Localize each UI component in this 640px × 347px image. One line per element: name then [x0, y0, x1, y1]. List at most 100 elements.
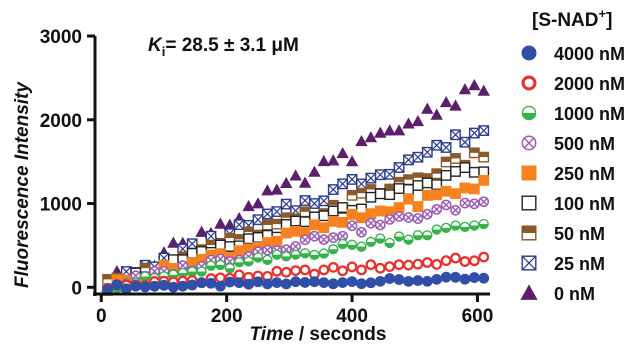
data-point: [393, 259, 405, 271]
data-point: [252, 214, 264, 226]
data-point: [215, 259, 226, 271]
x-axis-title-rest: / seconds: [294, 324, 387, 345]
data-point: [468, 272, 480, 283]
data-point: [440, 199, 452, 211]
data-point: [440, 222, 452, 234]
data-point: [356, 187, 367, 199]
data-point: [449, 99, 462, 111]
x-tick-label: 0: [96, 306, 107, 327]
legend-marker: [521, 45, 537, 61]
y-tick-label: 2000: [40, 111, 82, 132]
data-point: [318, 222, 330, 234]
data-point: [139, 281, 151, 293]
legend-item: 100 nM: [521, 194, 615, 214]
data-point: [242, 199, 255, 212]
data-point: [187, 266, 198, 277]
ki-symbol: K: [148, 35, 163, 56]
data-point: [421, 177, 433, 189]
y-ticks: 0 1000 2000 3000: [40, 27, 95, 299]
data-point: [252, 232, 264, 243]
legend-marker: [521, 105, 537, 121]
data-point: [468, 127, 480, 139]
data-point: [403, 193, 414, 205]
data-point: [299, 277, 311, 288]
data-point: [374, 219, 386, 231]
data-point: [309, 276, 320, 288]
legend-marker: [521, 135, 537, 151]
data-point: [299, 206, 311, 218]
data-point: [308, 165, 321, 177]
data-point: [224, 263, 235, 274]
data-point: [290, 215, 302, 227]
data-point: [384, 273, 396, 284]
data-point: [327, 205, 339, 217]
data-point: [450, 188, 461, 200]
data-point: [262, 254, 273, 266]
data-point: [365, 208, 377, 220]
data-point: [318, 234, 330, 245]
data-point: [337, 277, 349, 289]
data-point: [356, 278, 367, 290]
data-point: [431, 168, 443, 180]
data-point: [280, 198, 292, 210]
data-point: [346, 209, 358, 220]
legend-label: 25 nM: [554, 254, 605, 274]
legend-label: 2000 nM: [554, 74, 625, 94]
data-point: [440, 169, 452, 181]
data-point: [468, 198, 480, 210]
data-point: [251, 197, 265, 209]
data-point: [327, 261, 339, 273]
data-point: [280, 227, 292, 239]
legend-label: 1000 nM: [554, 104, 625, 124]
data-point: [327, 184, 339, 195]
data-point: [440, 271, 452, 283]
data-point: [318, 277, 330, 289]
data-point: [224, 276, 236, 288]
legend-item: 0 nM: [520, 284, 595, 304]
data-point: [346, 220, 358, 232]
data-point: [233, 277, 245, 289]
data-point: [337, 216, 349, 228]
data-point: [120, 283, 132, 295]
data-point: [412, 201, 424, 212]
data-point: [393, 202, 405, 213]
data-point: [234, 257, 245, 268]
data-point: [346, 189, 358, 201]
legend-label: 250 nM: [554, 164, 615, 184]
data-point: [411, 114, 425, 127]
data-point: [346, 276, 358, 288]
data-point: [403, 259, 414, 271]
data-point: [431, 139, 443, 151]
data-point: [478, 151, 490, 163]
data-point: [299, 264, 311, 276]
data-point: [356, 203, 367, 215]
data-point: [459, 197, 471, 209]
ki-subscript: i: [162, 44, 166, 59]
data-point: [393, 162, 405, 173]
data-point: [478, 251, 490, 263]
data-point: [309, 230, 320, 242]
data-point: [337, 238, 348, 250]
data-point: [374, 205, 386, 217]
data-point: [243, 256, 254, 267]
data-point: [431, 224, 442, 235]
data-point: [290, 249, 301, 260]
data-point: [365, 236, 377, 248]
data-point: [271, 206, 283, 217]
data-point: [346, 239, 358, 250]
data-point: [149, 280, 160, 292]
data-point: [459, 136, 471, 148]
data-point: [158, 260, 170, 271]
data-point: [270, 183, 284, 195]
data-point: [205, 260, 217, 271]
data-point: [468, 147, 480, 159]
legend-item: 4000 nM: [521, 44, 625, 64]
data-point: [403, 234, 414, 245]
data-point: [412, 258, 424, 270]
data-point: [337, 265, 349, 277]
x-tick-label: 200: [211, 306, 243, 327]
data-point: [318, 264, 330, 276]
plot-area: [101, 79, 490, 296]
data-point: [261, 184, 274, 196]
